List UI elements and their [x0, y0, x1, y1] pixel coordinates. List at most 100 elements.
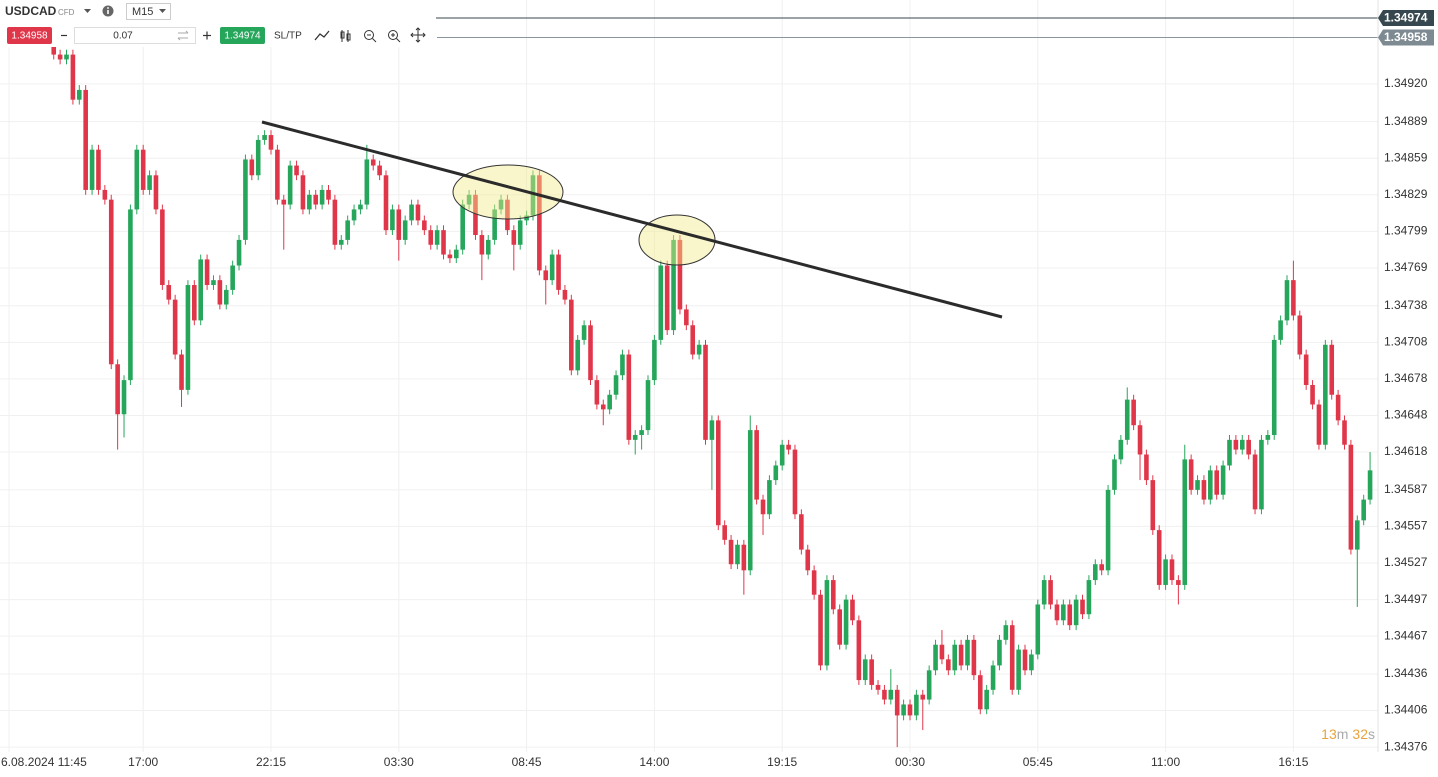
candle-body [645, 380, 651, 431]
candle-body [997, 639, 1002, 666]
symbol-badge: CFD [58, 8, 75, 17]
candle-body [671, 239, 676, 331]
candle-body [556, 254, 561, 290]
toolbar: USDCAD CFD M15 1.34958 0.07 1.34974 SL/T… [0, 0, 436, 47]
x-tick-label: 11:00 [1151, 755, 1180, 769]
buy-button[interactable] [220, 27, 265, 44]
candle-body [1073, 599, 1079, 626]
countdown-minutes: 13 [1321, 726, 1337, 742]
candle-body [1169, 559, 1175, 581]
candle-body [115, 364, 120, 415]
symbol[interactable]: USDCAD [5, 4, 57, 18]
timeframe-dropdown [159, 9, 166, 13]
candle-body [792, 449, 798, 515]
candle-body [588, 325, 593, 381]
y-tick-label: 1.34678 [1384, 371, 1428, 385]
candle-body [447, 254, 453, 259]
x-tick-label: 6.08.2024 11:45 [1, 755, 87, 769]
candle-body [652, 339, 657, 381]
candle-body [1105, 489, 1111, 571]
candle-body [1361, 499, 1366, 521]
candle-body [294, 165, 299, 176]
candle-body [613, 375, 619, 395]
candle-body [1067, 604, 1073, 626]
sltp-button[interactable]: SL/TP [274, 31, 302, 42]
timeframe-box[interactable] [126, 3, 171, 20]
candle-body [64, 54, 69, 60]
candle-body [89, 149, 95, 190]
x-tick-label: 08:45 [512, 755, 542, 769]
countdown-seconds: 32 [1352, 726, 1368, 742]
candle-body [862, 659, 868, 681]
candle-body [747, 430, 753, 571]
candle-body [479, 235, 485, 255]
x-tick-label: 16:15 [1278, 755, 1308, 769]
candle-body [594, 380, 600, 405]
candle-body [767, 480, 772, 515]
candle-body [179, 354, 184, 390]
candle-body [907, 704, 913, 716]
candle-body [223, 289, 229, 305]
candle-body [262, 135, 267, 140]
candle-body [370, 159, 376, 166]
candle-body [1048, 580, 1053, 605]
zoom-out-icon[interactable] [364, 30, 374, 40]
candle-body [434, 230, 440, 245]
y-tick-label: 1.34799 [1384, 224, 1428, 238]
candle-body [217, 280, 223, 305]
candle-body [600, 404, 606, 410]
candle-body [255, 139, 261, 176]
candle-body [1112, 459, 1117, 490]
candle-body [958, 644, 964, 666]
candle-body [965, 639, 970, 666]
candle-body [952, 644, 958, 671]
y-tick-label: 1.34889 [1384, 114, 1428, 128]
candle-body [1233, 439, 1239, 450]
candle-body [1323, 344, 1328, 445]
y-tick-label: 1.34376 [1384, 739, 1428, 753]
ask-price-box [1378, 10, 1434, 26]
sell-button[interactable] [7, 27, 52, 44]
price-tags: 1.34958 1.34974 [1378, 10, 1434, 46]
candle-body [984, 689, 989, 710]
chart-type-icon[interactable] [340, 30, 351, 42]
swap-icon[interactable] [177, 30, 189, 41]
candle-body [888, 689, 894, 700]
candle-body [856, 620, 862, 681]
candle-body [1029, 654, 1034, 671]
candle-body [1099, 564, 1104, 571]
candle-body [1271, 339, 1277, 435]
x-tick-label: 05:45 [1023, 755, 1053, 769]
candle-body [1208, 470, 1213, 500]
candle-body [715, 420, 721, 526]
price-axis: 1.34920 1.34889 1.34859 1.34829 1.34799 1.347… [1384, 76, 1428, 753]
price-axis-panel [1378, 0, 1438, 777]
candle-body [428, 230, 434, 245]
candle-body [1144, 454, 1149, 481]
symbol-dropdown[interactable] [84, 9, 91, 13]
line-tool-icon[interactable] [314, 30, 330, 41]
candle-body [377, 165, 382, 176]
candle-body [677, 239, 683, 310]
pan-icon[interactable] [410, 27, 426, 43]
zoom-in-icon[interactable] [388, 30, 398, 40]
candle-body [313, 194, 319, 205]
candle-body [1316, 404, 1322, 445]
toolbar-background [0, 0, 436, 47]
candle-body [843, 599, 849, 645]
candle-body [773, 465, 779, 481]
candle-body [1188, 459, 1194, 490]
candle-body [128, 209, 133, 381]
volume-input[interactable] [74, 27, 196, 44]
candle-body [243, 159, 248, 240]
countdown-unit: s [1368, 726, 1375, 742]
candle-body [460, 204, 465, 250]
candle-body [1003, 625, 1009, 640]
annotations [261, 120, 1003, 319]
candle-body [1297, 315, 1303, 355]
candle-body [454, 249, 459, 259]
candle-body [185, 285, 191, 390]
candle-body [1124, 399, 1130, 440]
y-tick-label: 1.34557 [1384, 519, 1428, 533]
